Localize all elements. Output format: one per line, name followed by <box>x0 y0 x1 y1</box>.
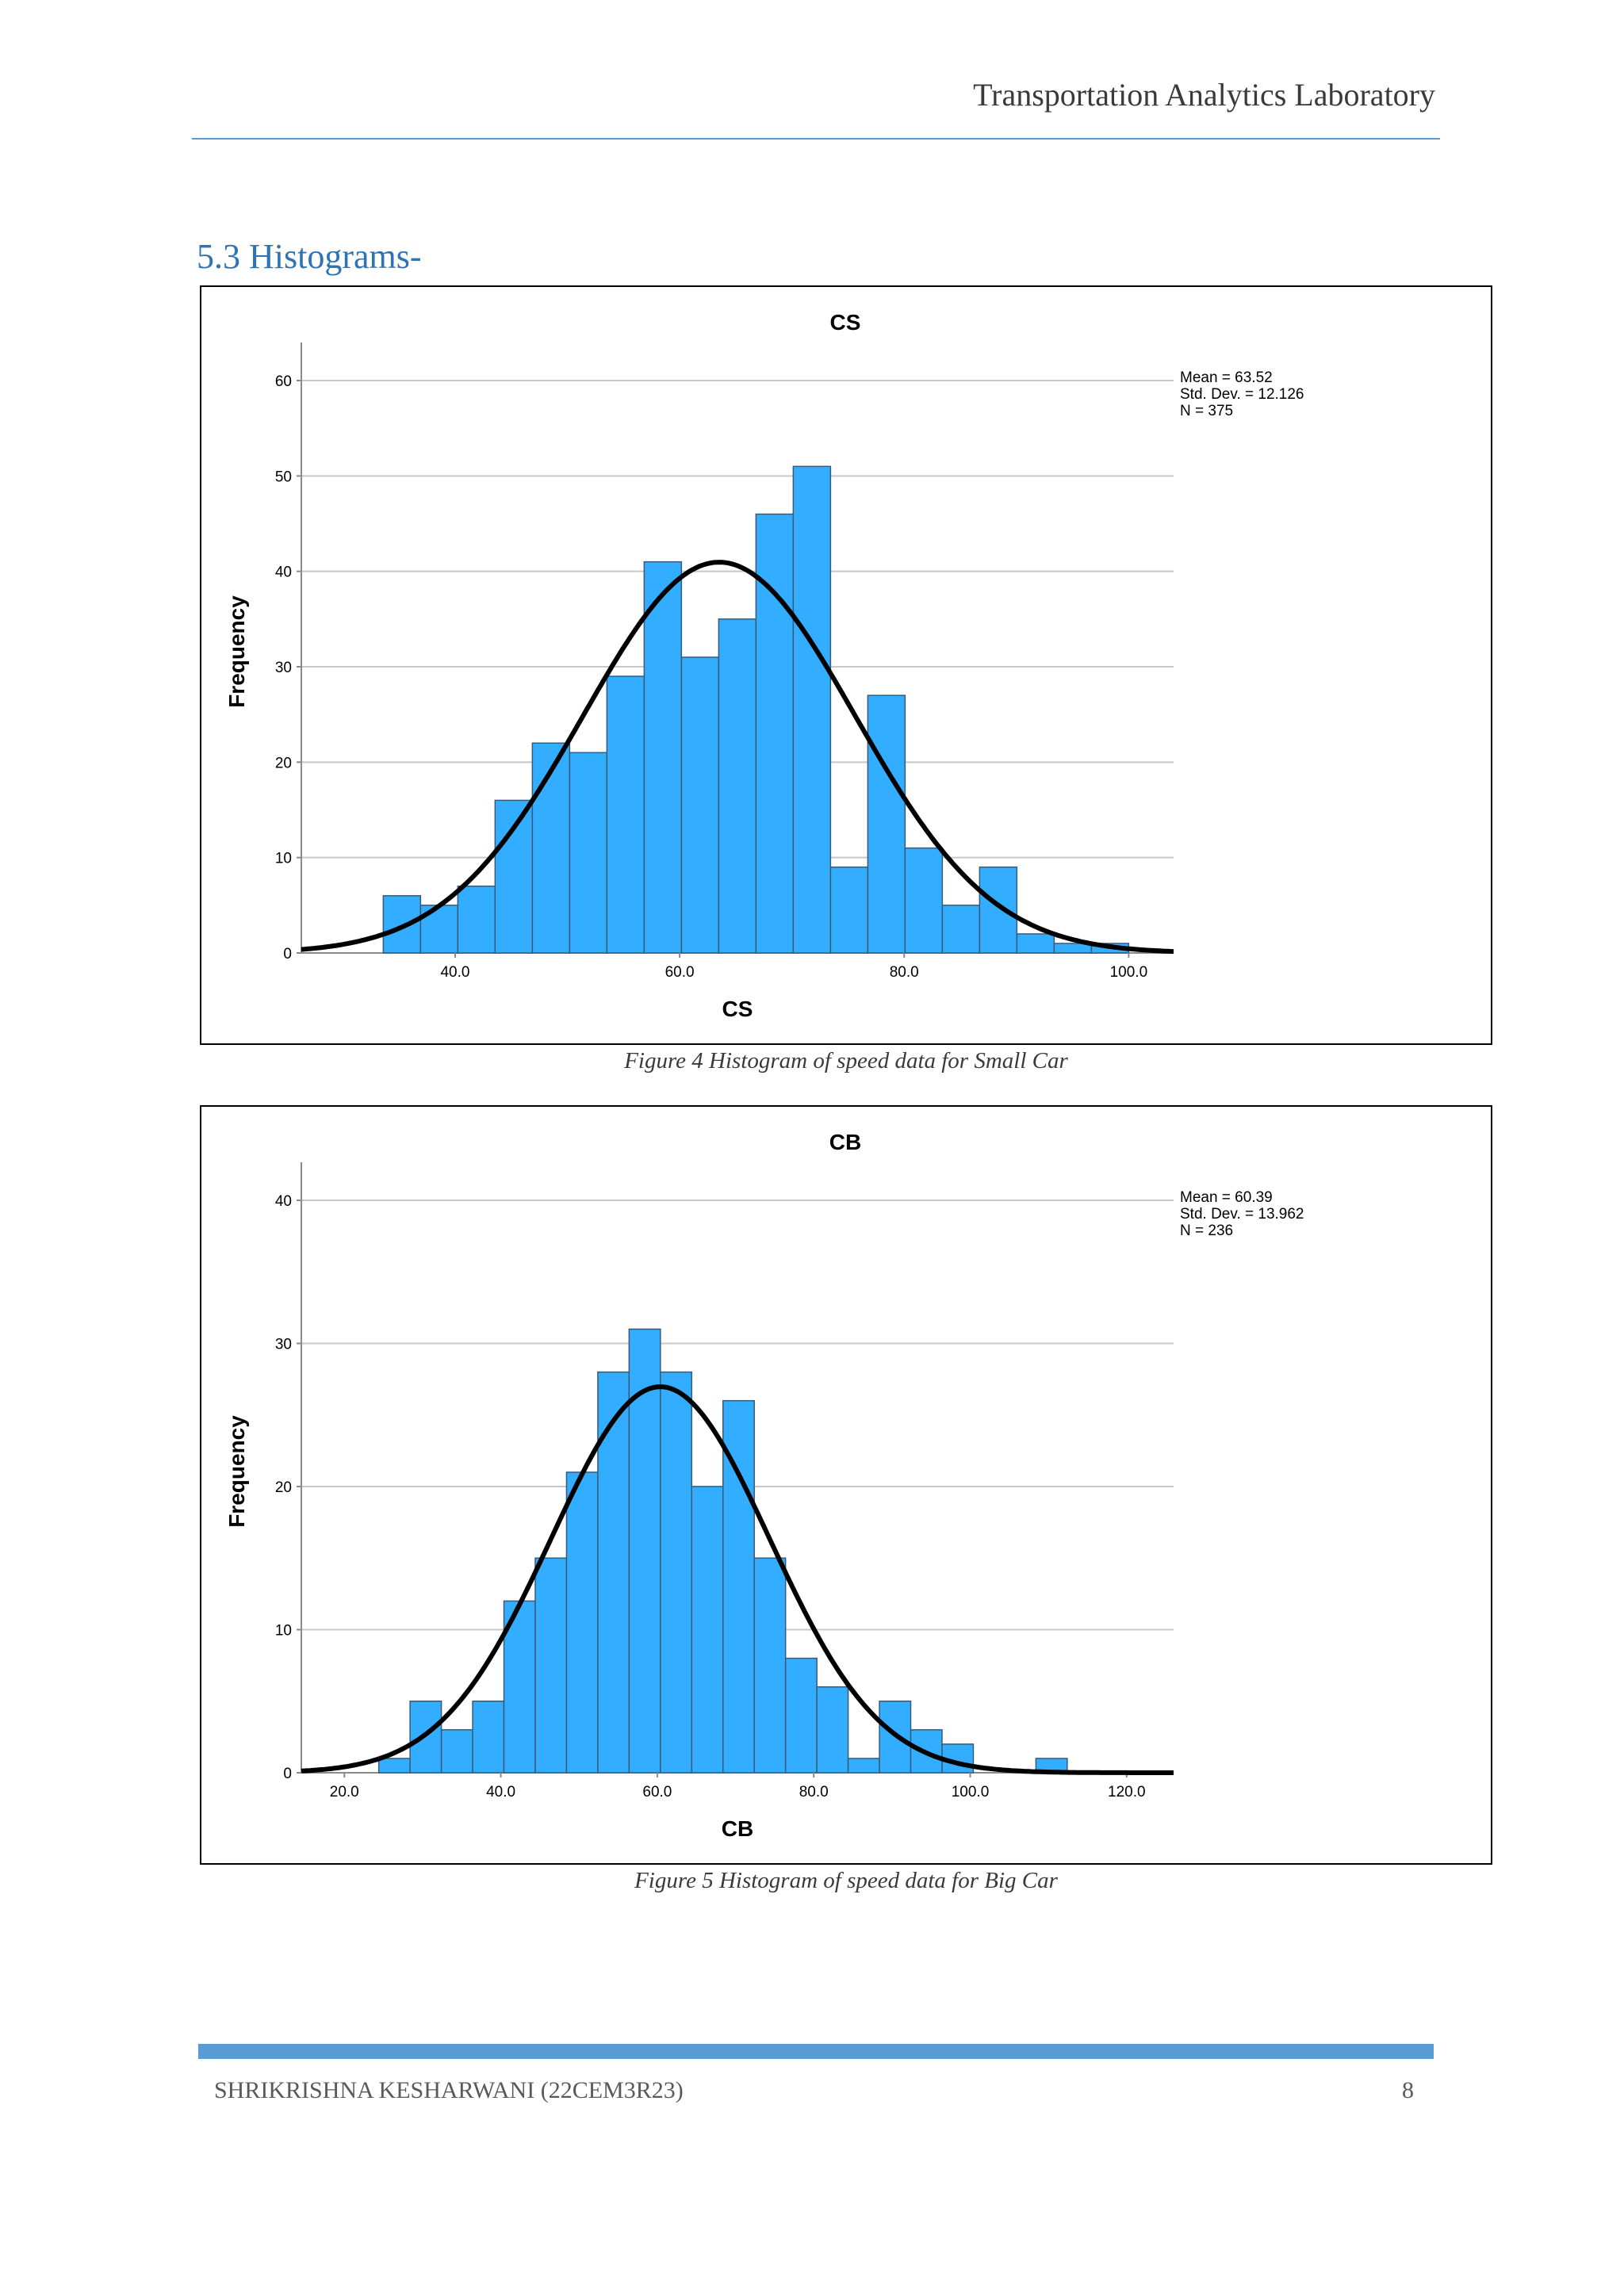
x-tick-label: 120.0 <box>1108 1784 1146 1800</box>
histogram-bar <box>792 465 832 954</box>
header-rule <box>192 138 1440 140</box>
histogram-bar <box>979 866 1018 954</box>
histogram-bar <box>565 1471 599 1774</box>
histogram-bar <box>440 1729 473 1774</box>
y-tick-label: 60 <box>275 373 292 390</box>
histogram-cs: CS 0 10 20 30 40 50 60 40.0 60.0 80.0 100.0 CS Freque… <box>224 310 1304 1021</box>
histogram-bar <box>597 1371 630 1774</box>
running-header: Transportation Analytics Laboratory <box>973 77 1435 113</box>
y-tick-label: 0 <box>283 1766 292 1782</box>
x-tick-label: 100.0 <box>952 1784 990 1800</box>
normal-curve <box>301 560 1174 955</box>
x-axis-label: CS <box>722 997 753 1021</box>
x-tick-label: 80.0 <box>799 1784 829 1800</box>
x-tick-label: 40.0 <box>440 964 469 981</box>
histogram-bar <box>503 1600 536 1774</box>
y-tick-label: 40 <box>275 564 292 581</box>
y-tick-label: 0 <box>283 946 292 962</box>
histogram-bar <box>753 1557 787 1774</box>
page-number: 8 <box>1402 2077 1414 2103</box>
histogram-bar <box>382 895 422 954</box>
histogram-bar <box>569 752 608 954</box>
x-tick-label: 80.0 <box>890 964 919 981</box>
y-tick-label: 20 <box>275 755 292 771</box>
histogram-bar <box>660 1371 693 1774</box>
y-tick-label: 10 <box>275 1623 292 1640</box>
x-tick-label: 100.0 <box>1110 964 1148 981</box>
normal-curve <box>301 1384 1174 1775</box>
stats-legend-line: N = 236 <box>1180 1223 1233 1239</box>
histogram-bar <box>691 1486 724 1774</box>
stats-legend-line: N = 375 <box>1180 403 1233 419</box>
histogram-bar <box>816 1686 849 1774</box>
histogram-bar <box>718 618 757 954</box>
histogram-bar <box>494 799 534 954</box>
y-axis-label: Frequency <box>224 595 249 708</box>
footer-bar <box>198 2044 1434 2059</box>
histogram-bar <box>606 675 645 954</box>
section-heading: 5.3 Histograms- <box>197 237 422 276</box>
figure-5-caption: Figure 5 Histogram of speed data for Big… <box>634 1868 1058 1893</box>
footer-author: SHRIKRISHNA KESHARWANI (22CEM3R23) <box>214 2077 684 2103</box>
histogram-bar <box>941 905 981 954</box>
y-tick-label: 20 <box>275 1479 292 1496</box>
stats-legend-line: Std. Dev. = 12.126 <box>1180 386 1304 403</box>
x-axis-label: CB <box>722 1816 753 1841</box>
y-tick-label: 30 <box>275 660 292 676</box>
figure-4-caption: Figure 4 Histogram of speed data for Sma… <box>624 1048 1068 1073</box>
histogram-bar <box>867 695 906 954</box>
y-tick-label: 40 <box>275 1193 292 1210</box>
x-tick-label: 40.0 <box>486 1784 515 1800</box>
histogram-bar <box>680 656 720 954</box>
chart-title: CS <box>830 310 861 335</box>
histogram-bar <box>755 513 795 954</box>
stats-legend-line: Std. Dev. = 13.962 <box>1180 1206 1304 1223</box>
chart-cb-frame: CB 0 10 20 30 40 20.0 40.0 60.0 80.0 100.0 120.0 CB F… <box>200 1105 1492 1865</box>
y-tick-label: 10 <box>275 851 292 867</box>
y-tick-label: 30 <box>275 1337 292 1353</box>
histogram-bar <box>784 1657 818 1774</box>
histogram-bar <box>829 866 869 954</box>
stats-legend-line: Mean = 63.52 <box>1180 369 1273 386</box>
x-tick-label: 60.0 <box>642 1784 672 1800</box>
x-tick-label: 20.0 <box>330 1784 359 1800</box>
chart-cs-frame: CS 0 10 20 30 40 50 60 40.0 60.0 80.0 100.0 CS Freque… <box>200 285 1492 1045</box>
histogram-bar <box>643 561 683 954</box>
histogram-bar <box>1016 933 1055 954</box>
x-tick-label: 60.0 <box>665 964 695 981</box>
histogram-bar <box>628 1328 661 1774</box>
histogram-bar <box>534 1557 568 1774</box>
histogram-cb: CB 0 10 20 30 40 20.0 40.0 60.0 80.0 100.0 120.0 CB F… <box>224 1130 1304 1841</box>
histogram-bar <box>722 1399 755 1774</box>
histogram-bar <box>377 1758 411 1774</box>
histogram-bar <box>904 847 944 954</box>
histogram-bar <box>847 1758 880 1774</box>
y-tick-label: 50 <box>275 469 292 485</box>
histogram-bar <box>457 886 496 954</box>
y-axis-label: Frequency <box>224 1415 249 1528</box>
chart-title: CB <box>829 1130 861 1154</box>
histogram-bar <box>472 1701 505 1774</box>
stats-legend-line: Mean = 60.39 <box>1180 1189 1273 1206</box>
